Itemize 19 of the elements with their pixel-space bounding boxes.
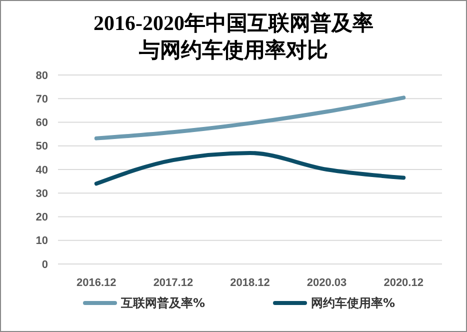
x-tick-label: 2017.12 bbox=[153, 277, 194, 289]
y-tick-label: 70 bbox=[36, 93, 48, 106]
y-tick-label: 0 bbox=[42, 258, 48, 271]
y-tick-label: 20 bbox=[36, 212, 48, 224]
legend-label: 互联网普及率% bbox=[120, 296, 206, 310]
line-series bbox=[94, 96, 406, 140]
y-tick-label: 30 bbox=[36, 188, 48, 200]
y-tick-label: 40 bbox=[36, 164, 48, 176]
chart-title: 2016-2020年中国互联网普及率与网约车使用率对比 bbox=[94, 11, 374, 62]
x-tick-label: 2020.03 bbox=[306, 277, 347, 289]
x-tick-label: 2020.12 bbox=[384, 277, 424, 289]
line-series bbox=[94, 150, 406, 186]
y-tick-label: 50 bbox=[36, 140, 48, 153]
x-tick-label: 2016.12 bbox=[76, 277, 116, 289]
x-tick-label: 2018.12 bbox=[230, 277, 270, 289]
legend-label: 网约车使用率% bbox=[311, 296, 396, 310]
y-tick-label: 60 bbox=[36, 117, 48, 130]
y-tick-label: 10 bbox=[36, 235, 48, 248]
y-tick-label: 80 bbox=[36, 70, 48, 82]
